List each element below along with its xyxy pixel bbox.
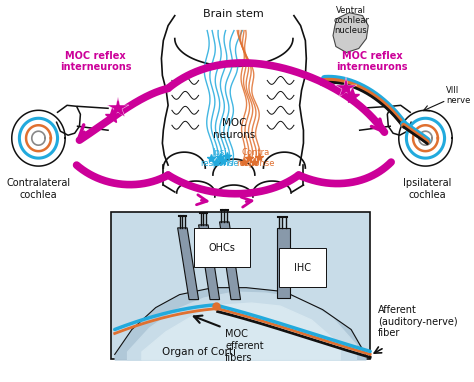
Text: Contra
response: Contra response [237, 148, 275, 168]
Text: VIII
nerve: VIII nerve [447, 86, 471, 105]
Text: IHC: IHC [294, 263, 311, 273]
Text: MOC reflex
interneurons: MOC reflex interneurons [337, 50, 408, 72]
Text: Ventral
cochlear
nucleus: Ventral cochlear nucleus [333, 6, 369, 36]
Polygon shape [333, 13, 368, 52]
Text: MOC
neurons: MOC neurons [213, 118, 255, 140]
Polygon shape [277, 228, 290, 298]
Text: Ipsi
response: Ipsi response [201, 148, 239, 168]
Text: Organ of Corti: Organ of Corti [162, 348, 236, 358]
Bar [111, 212, 370, 359]
Text: OHCs: OHCs [208, 243, 235, 253]
Polygon shape [199, 225, 219, 299]
Text: MOC
efferent
fibers: MOC efferent fibers [225, 330, 264, 363]
Text: MOC reflex
interneurons: MOC reflex interneurons [60, 50, 131, 72]
Text: Afferent
(auditory-nerve)
fiber: Afferent (auditory-nerve) fiber [378, 305, 457, 338]
Text: Ipsilateral
cochlea: Ipsilateral cochlea [403, 178, 452, 200]
Text: Brain stem: Brain stem [203, 9, 264, 19]
Text: Contralateral
cochlea: Contralateral cochlea [6, 178, 71, 200]
Polygon shape [178, 228, 199, 299]
Polygon shape [219, 222, 240, 299]
